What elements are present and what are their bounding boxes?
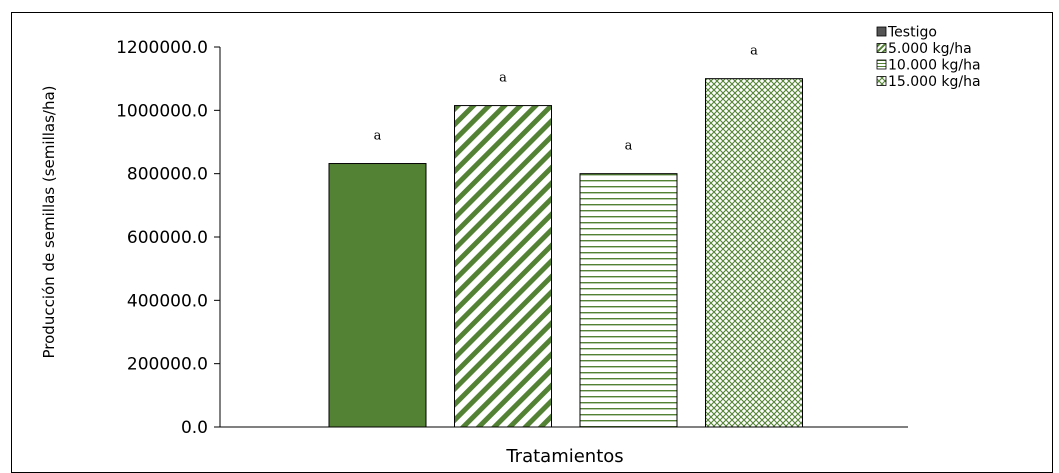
data-label-2: a [499, 71, 507, 86]
y-tick-label: 200000.0 [127, 355, 208, 375]
data-label-1: a [374, 129, 382, 144]
data-labels-group: a a a a [374, 44, 759, 154]
y-tick-label: 600000.0 [127, 228, 208, 248]
legend-swatch-3 [876, 59, 887, 70]
y-axis-ticks: 0.0 200000.0 400000.0 600000.0 800000.0 10000… [116, 38, 220, 438]
y-tick-label: 400000.0 [127, 291, 208, 311]
bar-2 [454, 105, 552, 428]
bar-3 [579, 173, 678, 428]
y-tick-label: 1200000.0 [116, 38, 208, 58]
legend-label-4: 15.000 kg/ha [888, 74, 981, 90]
bar-4 [705, 78, 803, 428]
data-label-4: a [750, 44, 758, 59]
legend-label-3: 10.000 kg/ha [888, 58, 981, 74]
legend-label-1: Testigo [887, 25, 937, 41]
bars-group [328, 78, 803, 428]
y-tick-label: 1000000.0 [116, 101, 208, 121]
legend-label-2: 5.000 kg/ha [888, 41, 972, 57]
legend-swatch-1 [876, 26, 887, 37]
legend-swatch-2 [876, 43, 887, 53]
y-axis-title: Producción de semillas (semillas/ha) [40, 85, 58, 358]
bar-1 [328, 163, 427, 428]
y-tick-label: 800000.0 [127, 165, 208, 185]
data-label-3: a [625, 139, 633, 154]
legend-swatch-4 [876, 76, 887, 86]
y-tick-label: 0.0 [181, 418, 208, 438]
x-axis-title: Tratamientos [505, 446, 623, 467]
